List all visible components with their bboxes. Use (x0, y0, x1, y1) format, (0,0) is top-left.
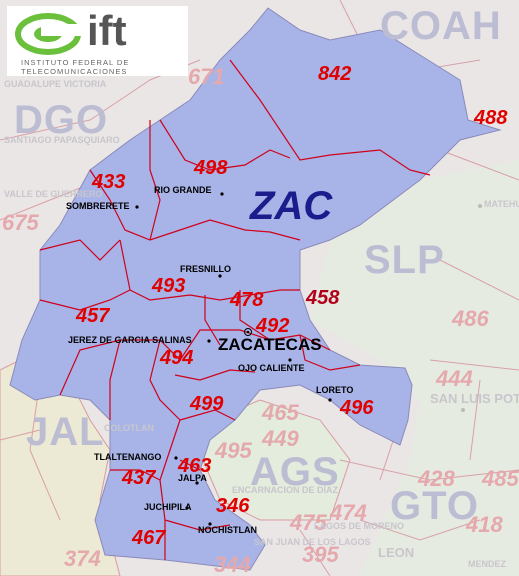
zone-label-675: 675 (2, 210, 39, 235)
state-title-zac: ZAC (250, 184, 333, 228)
city-nochistlan: NOCHISTLAN (198, 525, 257, 535)
zone-label-493: 493 (152, 275, 186, 297)
zone-label-498: 498 (194, 157, 228, 179)
city-fresnillo: FRESNILLO (180, 264, 231, 274)
zone-label-457: 457 (76, 305, 110, 327)
zone-label-492: 492 (256, 315, 290, 337)
city-guadalupe-victoria: GUADALUPE VICTORIA (4, 79, 107, 89)
capital-zacatecas: ZACATECAS (218, 335, 322, 354)
state-label-dgo: DGO (14, 98, 109, 142)
city-matehuala: MATEHUALA (484, 199, 519, 209)
zone-label-465: 465 (262, 400, 299, 425)
zone-label-486: 486 (452, 306, 489, 331)
zone-label-346: 346 (216, 495, 250, 517)
zone-label-444: 444 (436, 366, 473, 391)
city-santiago-papasquiaro: SANTIAGO PAPASQUIARO (4, 135, 120, 145)
zone-label-485: 485 (482, 466, 519, 491)
city-encarnacion-de-diaz: ENCARNACION DE DIAZ (232, 485, 339, 495)
city-valle-de-guerrero: VALLE DE GUERRERO (4, 189, 103, 199)
city-juchipila: JUCHIPILA (144, 502, 192, 512)
zone-label-449: 449 (262, 426, 299, 451)
zone-label-671: 671 (188, 64, 225, 89)
city-san-luis-potosi: SAN LUIS POTOSI (430, 391, 519, 406)
city-ojo-caliente: OJO CALIENTE (238, 363, 305, 373)
zone-label-344: 344 (214, 552, 251, 576)
zone-label-475: 475 (290, 510, 327, 535)
city-sombrerete: SOMBRERETE (66, 201, 130, 211)
city-tlaltenango: TLALTENANGO (94, 452, 162, 462)
zone-label-433: 433 (92, 171, 126, 193)
zone-label-478: 478 (230, 289, 264, 311)
state-label-jal: JAL (26, 410, 105, 454)
city-san-juan-de-los-lagos: SAN JUAN DE LOS LAGOS (254, 537, 371, 547)
zone-label-374: 374 (64, 546, 101, 571)
city-leon: LEON (378, 545, 415, 560)
ift-logo-line1: INSTITUTO FEDERAL DE (21, 58, 130, 67)
state-label-gto: GTO (390, 484, 479, 528)
ift-logo: ift INSTITUTO FEDERAL DE TELECOMUNICACIO… (7, 6, 188, 76)
city-loreto: LORETO (316, 385, 354, 395)
city-jalpa: JALPA (178, 473, 207, 483)
city-rio-grande: RIO GRANDE (154, 185, 212, 195)
zone-label-395: 395 (302, 542, 339, 567)
ift-logo-line2: TELECOMUNICACIONES (21, 67, 128, 76)
ift-logo-word: ift (87, 7, 127, 54)
zone-label-437: 437 (122, 467, 156, 489)
zone-label-467: 467 (132, 527, 166, 549)
zone-label-458: 458 (306, 287, 340, 309)
zone-label-418: 418 (466, 512, 503, 537)
state-label-coah: COAH (380, 4, 502, 48)
zone-label-428: 428 (418, 466, 455, 491)
zone-label-488: 488 (474, 107, 508, 129)
city-lagos-de-moreno: LAGOS DE MORENO (314, 521, 405, 531)
ift-logo-mark (15, 13, 81, 55)
city-colotlan: COLOTLAN (104, 423, 154, 433)
zone-label-496: 496 (340, 397, 374, 419)
state-label-ags: AGS (250, 450, 340, 494)
city-mendez: MENDEZ (468, 559, 506, 569)
zone-label-499: 499 (190, 393, 224, 415)
city-jerez: JEREZ DE GARCIA SALINAS (68, 335, 192, 345)
state-label-slp: SLP (364, 238, 445, 282)
zone-label-495: 495 (215, 438, 252, 463)
zone-label-463: 463 (178, 455, 212, 477)
zone-label-842: 842 (318, 63, 352, 85)
zone-label-474: 474 (330, 500, 367, 525)
zone-label-494: 494 (160, 347, 194, 369)
